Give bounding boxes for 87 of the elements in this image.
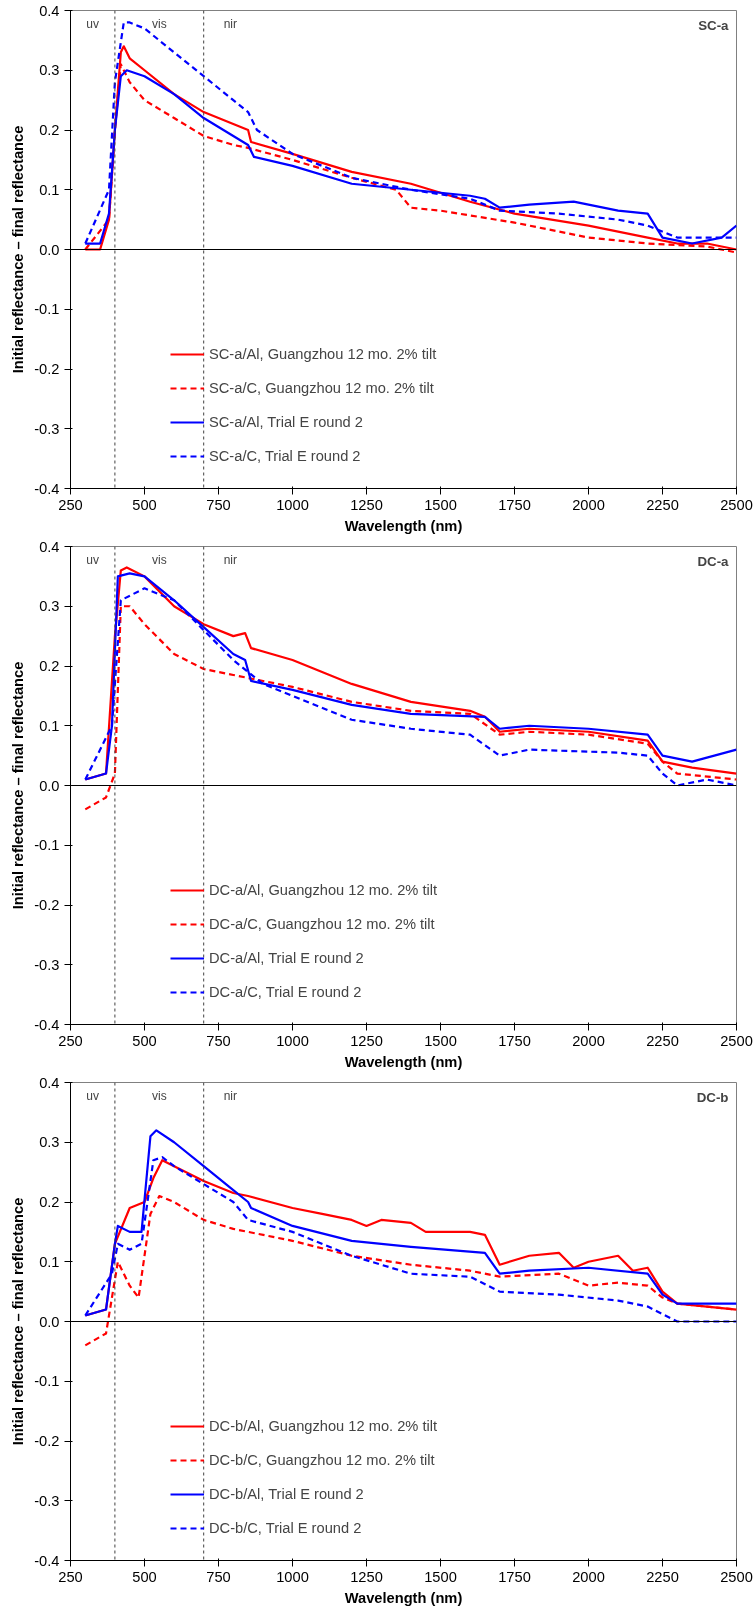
x-tick-label: 1250 [350,1568,383,1585]
y-tick-label: 0.0 [39,1313,60,1330]
y-tick-label: 0.0 [39,241,60,258]
annotation: vis [151,552,167,567]
x-tick-label: 250 [58,1568,83,1585]
x-tick-label: 2500 [720,496,753,513]
x-tick-label: 250 [58,496,83,513]
x-tick-label: 750 [206,496,231,513]
y-axis-title: Initial reflectance – final reflectance [10,1197,27,1446]
x-tick-label: 1500 [424,496,457,513]
legend-label: DC-b/Al, Trial E round 2 [209,1486,364,1502]
y-tick-label: 0.0 [39,777,60,794]
y-tick-label: -0.1 [34,837,60,854]
x-tick-label: 1750 [498,1568,531,1585]
x-tick-label: 2250 [646,1568,679,1585]
y-tick-label: -0.4 [34,1016,60,1033]
text: SC-a [698,17,730,33]
y-tick-label: 0.2 [39,658,60,674]
y-axis-title: Initial reflectance – final reflectance [10,661,27,910]
y-tick-label: 0.1 [39,717,60,734]
x-tick-label: 1750 [498,1032,531,1049]
x-tick-label: 750 [206,1032,231,1049]
annotation: nir [223,1088,238,1103]
x-tick-label: 500 [132,496,157,513]
annotation: vis [151,16,167,31]
y-tick-label: 0.2 [39,1194,60,1210]
legend-label: SC-a/C, Guangzhou 12 mo. 2% tilt [209,380,434,396]
legend-label: DC-a/C, Trial E round 2 [209,984,362,1000]
y-tick-label: -0.4 [34,480,60,497]
y-tick-label: 0.3 [39,1134,60,1151]
x-tick-label: 2500 [720,1568,753,1585]
legend-label: SC-a/Al, Guangzhou 12 mo. 2% tilt [209,346,437,362]
text: DC-a [697,553,730,569]
x-tick-label: 2500 [720,1032,753,1049]
text: DC-b [696,1089,729,1105]
x-tick-label: 750 [206,1568,231,1585]
x-tick-label: 1750 [498,496,531,513]
y-tick-label: 0.4 [39,1074,60,1091]
annotation: uv [86,16,100,31]
x-tick-label: 1000 [276,496,309,513]
annotation: nir [223,16,238,31]
y-tick-label: -0.4 [34,1552,60,1569]
y-tick-label: 0.1 [39,181,60,198]
x-tick-label: 1500 [424,1032,457,1049]
legend-label: DC-a/Al, Trial E round 2 [209,950,364,966]
x-tick-label: 500 [132,1032,157,1049]
x-axis-title: Wavelength (nm) [344,517,463,534]
x-tick-label: 2250 [646,1032,679,1049]
y-tick-label: 0.4 [39,2,60,19]
x-tick-label: 1000 [276,1568,309,1585]
annotation: vis [151,1088,167,1103]
legend-label: DC-b/C, Trial E round 2 [209,1520,362,1536]
x-axis-title: Wavelength (nm) [344,1053,463,1070]
legend-label: DC-b/Al, Guangzhou 12 mo. 2% tilt [209,1418,438,1434]
y-tick-label: -0.3 [34,420,60,437]
y-tick-label: -0.1 [34,1373,60,1390]
y-tick-label: -0.1 [34,301,60,318]
y-tick-label: -0.3 [34,1492,60,1509]
annotation: nir [223,552,238,567]
x-tick-label: 1000 [276,1032,309,1049]
y-tick-label: 0.2 [39,122,60,138]
annotation: uv [86,552,100,567]
x-axis-title: Wavelength (nm) [344,1589,463,1606]
x-tick-label: 2000 [572,1032,605,1049]
x-tick-label: 2000 [572,496,605,513]
y-axis-title: Initial reflectance – final reflectance [10,125,27,374]
y-tick-label: 0.1 [39,1253,60,1270]
legend-label: DC-a/C, Guangzhou 12 mo. 2% tilt [209,916,435,932]
x-tick-label: 2000 [572,1568,605,1585]
x-tick-label: 2250 [646,496,679,513]
x-tick-label: 1500 [424,1568,457,1585]
annotation: uv [86,1088,100,1103]
y-tick-label: -0.2 [34,361,60,377]
y-tick-label: 0.3 [39,598,60,615]
x-tick-label: 500 [132,1568,157,1585]
x-tick-label: 1250 [350,496,383,513]
y-tick-label: -0.2 [34,897,60,913]
legend-label: SC-a/Al, Trial E round 2 [209,414,363,430]
x-tick-label: 250 [58,1032,83,1049]
legend-label: DC-b/C, Guangzhou 12 mo. 2% tilt [209,1452,435,1468]
legend-label: SC-a/C, Trial E round 2 [209,448,361,464]
y-tick-label: -0.3 [34,956,60,973]
y-tick-label: -0.2 [34,1433,60,1449]
y-tick-label: 0.4 [39,538,60,555]
legend-label: DC-a/Al, Guangzhou 12 mo. 2% tilt [209,882,438,898]
y-tick-label: 0.3 [39,62,60,79]
x-tick-label: 1250 [350,1032,383,1049]
